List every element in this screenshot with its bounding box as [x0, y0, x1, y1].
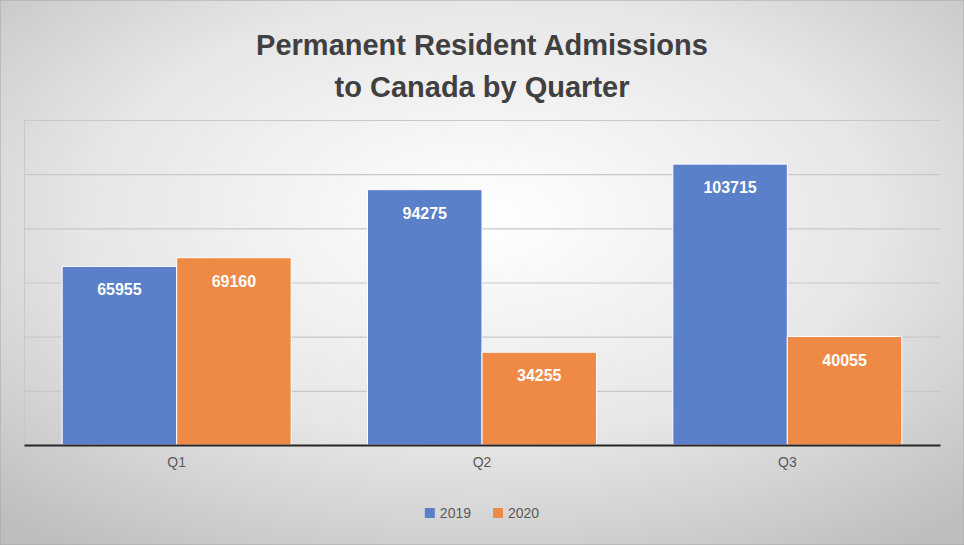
data-label: 103715: [703, 179, 756, 196]
legend-swatch: [425, 508, 435, 518]
y-tick: [24, 174, 940, 175]
title-line: Permanent Resident Admissions: [256, 29, 708, 61]
legend-swatch: [493, 508, 503, 518]
x-tick-label: Q2: [473, 454, 492, 470]
x-tick-label: Q3: [778, 454, 797, 470]
data-label: 65955: [97, 281, 142, 298]
x-tick-label: Q1: [167, 454, 186, 470]
bar: [482, 352, 597, 445]
legend-label: 2020: [508, 505, 539, 521]
legend: 2019 2020: [425, 505, 540, 521]
y-tick: [24, 445, 940, 446]
x-tick: Q3: [778, 445, 797, 470]
bar: [673, 164, 788, 445]
grid-line: [24, 120, 940, 121]
x-tick: Q2: [473, 445, 492, 470]
grid-line: [24, 445, 940, 446]
grid-line: [24, 174, 940, 175]
y-tick: [24, 120, 940, 121]
x-axis: Q1 Q2 Q3: [25, 445, 941, 470]
chart: Permanent Resident Admissions to Canada b…: [0, 0, 964, 545]
title-line: to Canada by Quarter: [335, 71, 630, 103]
bars: [62, 164, 902, 445]
legend-label: 2019: [440, 505, 471, 521]
legend-item: 2019: [425, 505, 471, 521]
x-axis-line: [25, 445, 941, 447]
data-label: 40055: [822, 352, 867, 369]
bar: [787, 337, 902, 445]
x-tick: Q1: [167, 445, 186, 470]
data-label: 34255: [517, 367, 562, 384]
bar: [62, 266, 177, 445]
y-axis: [24, 121, 940, 446]
bar: [368, 190, 483, 445]
data-label: 94275: [403, 205, 448, 222]
data-labels: 65955 94275 103715 69160 34255 40055: [97, 179, 867, 384]
data-label: 69160: [212, 273, 257, 290]
background: [0, 0, 964, 545]
bar: [177, 258, 292, 445]
legend-item: 2020: [493, 505, 539, 521]
title: Permanent Resident Admissions to Canada b…: [256, 29, 708, 103]
y-axis-line: [25, 121, 941, 446]
